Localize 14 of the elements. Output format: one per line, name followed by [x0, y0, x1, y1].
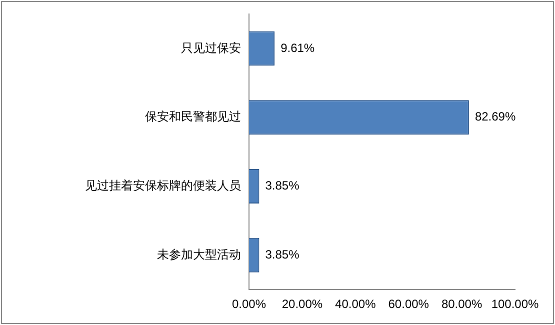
data-label: 3.85% — [265, 178, 300, 193]
y-tick-label: 只见过保安 — [181, 40, 241, 55]
data-label: 82.69% — [474, 110, 516, 124]
data-label: 3.85% — [265, 247, 300, 262]
x-tick-label: 100.00% — [491, 297, 540, 312]
y-tick-label: 见过挂着安保标牌的便装人员 — [85, 178, 241, 193]
data-label: 9.61% — [280, 40, 315, 55]
x-tick-label: 60.00% — [388, 297, 430, 312]
y-tick-label: 保安和民警都见过 — [145, 110, 241, 124]
y-tick-label: 未参加大型活动 — [157, 247, 241, 262]
x-tick-label: 80.00% — [441, 297, 482, 312]
x-tick-label: 20.00% — [282, 297, 323, 312]
x-tick-label: 0.00% — [232, 297, 266, 312]
x-tick-label: 40.00% — [335, 297, 376, 312]
